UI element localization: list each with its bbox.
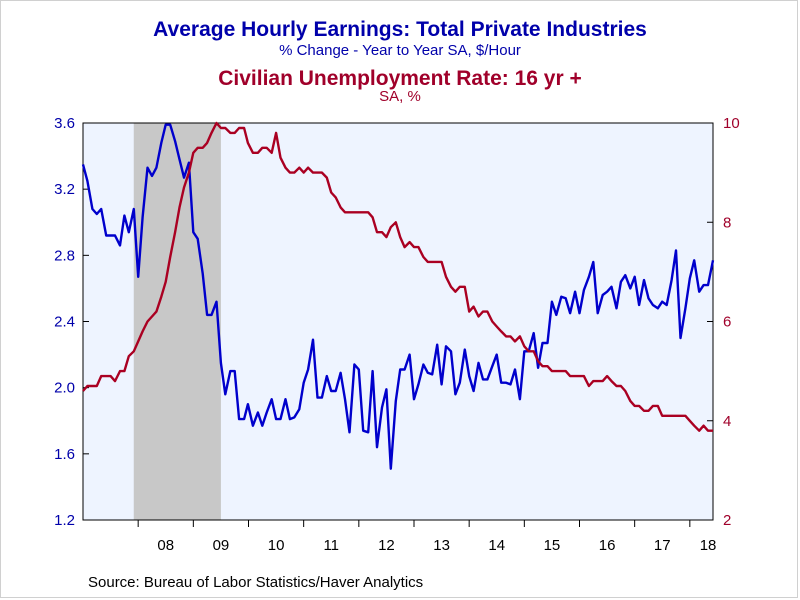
x-axis-tick-label: 16 [599, 537, 616, 554]
x-axis-tick-label: 18 [700, 537, 717, 554]
x-axis-tick-label: 10 [268, 537, 285, 554]
x-axis-tick-label: 08 [157, 537, 174, 554]
x-axis-tick-label: 13 [433, 537, 450, 554]
right-axis-tick-label: 10 [723, 115, 740, 132]
left-axis-tick-label: 2.0 [54, 380, 75, 397]
x-axis-tick-label: 09 [213, 537, 230, 554]
x-axis-tick-label: 15 [544, 537, 561, 554]
source-note: Source: Bureau of Labor Statistics/Haver… [88, 574, 424, 591]
x-axis-tick-label: 12 [378, 537, 395, 554]
series-line-unemployment-rate [82, 121, 713, 432]
left-axis-tick-label: 3.6 [54, 115, 75, 132]
left-axis-tick-label: 1.2 [54, 512, 75, 529]
right-axis-tick-label: 6 [723, 314, 731, 331]
right-axis-tick-label: 2 [723, 512, 731, 529]
chart-title-secondary: Civilian Unemployment Rate: 16 yr + [218, 67, 582, 90]
left-axis-tick-label: 1.6 [54, 446, 75, 463]
x-axis-tick-label: 11 [323, 537, 339, 554]
left-axis-tick-label: 2.4 [54, 314, 75, 331]
left-axis-tick-label: 2.8 [54, 247, 75, 264]
chart-title: Average Hourly Earnings: Total Private I… [153, 18, 647, 41]
x-axis-tick-label: 17 [654, 537, 671, 554]
chart-subtitle-secondary: SA, % [379, 88, 421, 105]
right-axis-tick-label: 4 [723, 413, 731, 430]
chart-subtitle: % Change - Year to Year SA, $/Hour [279, 42, 521, 59]
series-line-hourly-earnings [81, 123, 715, 470]
x-axis-tick-label: 14 [488, 537, 505, 554]
left-axis-tick-label: 3.2 [54, 181, 75, 198]
right-axis-tick-label: 8 [723, 214, 731, 231]
